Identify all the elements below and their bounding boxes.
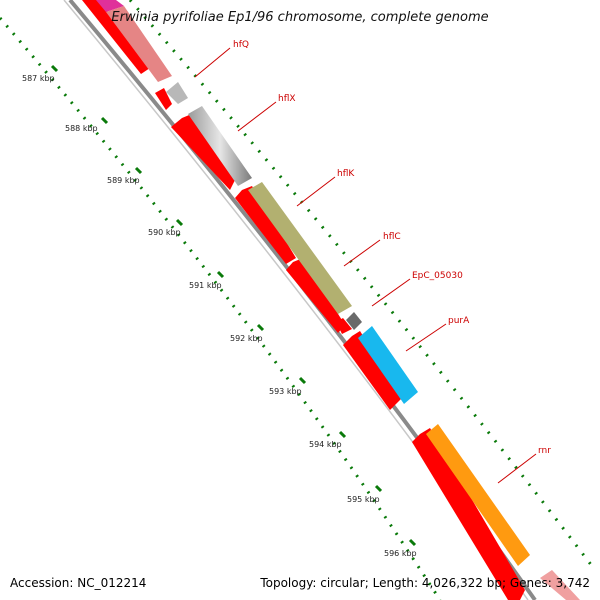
cds-feature[interactable]	[343, 331, 402, 410]
cds-feature[interactable]	[235, 186, 296, 264]
cds-track	[82, 0, 525, 600]
accession-label: Accession:	[10, 576, 74, 590]
length-label: Length:	[372, 576, 419, 590]
gene-hflK[interactable]	[248, 182, 352, 314]
cds-feature[interactable]	[286, 258, 345, 333]
tick-label: 595 kbp	[347, 495, 380, 504]
gene-label-hflX[interactable]: hflX	[278, 94, 296, 104]
gene-label-rnr[interactable]: rnr	[538, 446, 551, 456]
tick-label: 590 kbp	[148, 228, 181, 237]
gene-pink-right[interactable]	[540, 570, 580, 600]
gene-hflC[interactable]	[346, 312, 362, 330]
cds-feature[interactable]	[82, 0, 156, 74]
gene-label-hflK[interactable]: hflK	[337, 169, 355, 179]
gene-label-hfQ[interactable]: hfQ	[233, 40, 249, 50]
gene-label-purA[interactable]: purA	[448, 316, 470, 326]
tick-label: 596 kbp	[384, 549, 417, 558]
topology-value: circular	[320, 576, 365, 590]
gene-hfQ-block[interactable]	[106, 6, 172, 82]
cds-feature[interactable]	[336, 318, 352, 334]
tick-label: 589 kbp	[107, 176, 140, 185]
gene-track	[96, 0, 580, 600]
genes-label: Genes:	[509, 576, 552, 590]
major-ticks	[50, 64, 417, 547]
cds-feature[interactable]	[412, 428, 525, 600]
tick-label: 591 kbp	[189, 281, 222, 290]
tick-label: 587 kbp	[22, 74, 55, 83]
accession-info: Accession: NC_012214	[10, 576, 146, 590]
tick-label: 594 kbp	[309, 440, 342, 449]
tick-arc-inner	[0, 17, 442, 600]
tick-label: 592 kbp	[230, 334, 263, 343]
map-title: Erwinia pyrifoliae Ep1/96 chromosome, co…	[111, 10, 489, 25]
genes-value: 3,742	[555, 576, 590, 590]
topology-label: Topology:	[260, 576, 317, 590]
tick-label: 593 kbp	[269, 387, 302, 396]
leader-lines	[194, 47, 537, 484]
gene-hflX[interactable]	[188, 106, 252, 186]
tick-labels: 587 kbp 588 kbp 589 kbp 590 kbp 591 kbp …	[22, 74, 417, 558]
tick-label: 588 kbp	[65, 124, 98, 133]
accession-value: NC_012214	[77, 576, 147, 590]
gene-label-EpC_05030[interactable]: EpC_05030	[412, 271, 463, 281]
gene-hfQ-top[interactable]	[96, 0, 124, 12]
gene-label-hflC[interactable]: hflC	[383, 232, 401, 242]
gene-rnr[interactable]	[426, 424, 530, 566]
gene-purA[interactable]	[358, 326, 418, 404]
gene-hfQ[interactable]	[166, 82, 188, 104]
cds-feature[interactable]	[155, 88, 172, 110]
gene-labels: hfQ hflX hflK hflC EpC_05030 purA rnr	[233, 40, 551, 456]
cds-feature[interactable]	[171, 113, 236, 190]
length-value: 4,026,322 bp	[421, 576, 502, 590]
genome-stats: Topology: circular; Length: 4,026,322 bp…	[260, 576, 590, 590]
